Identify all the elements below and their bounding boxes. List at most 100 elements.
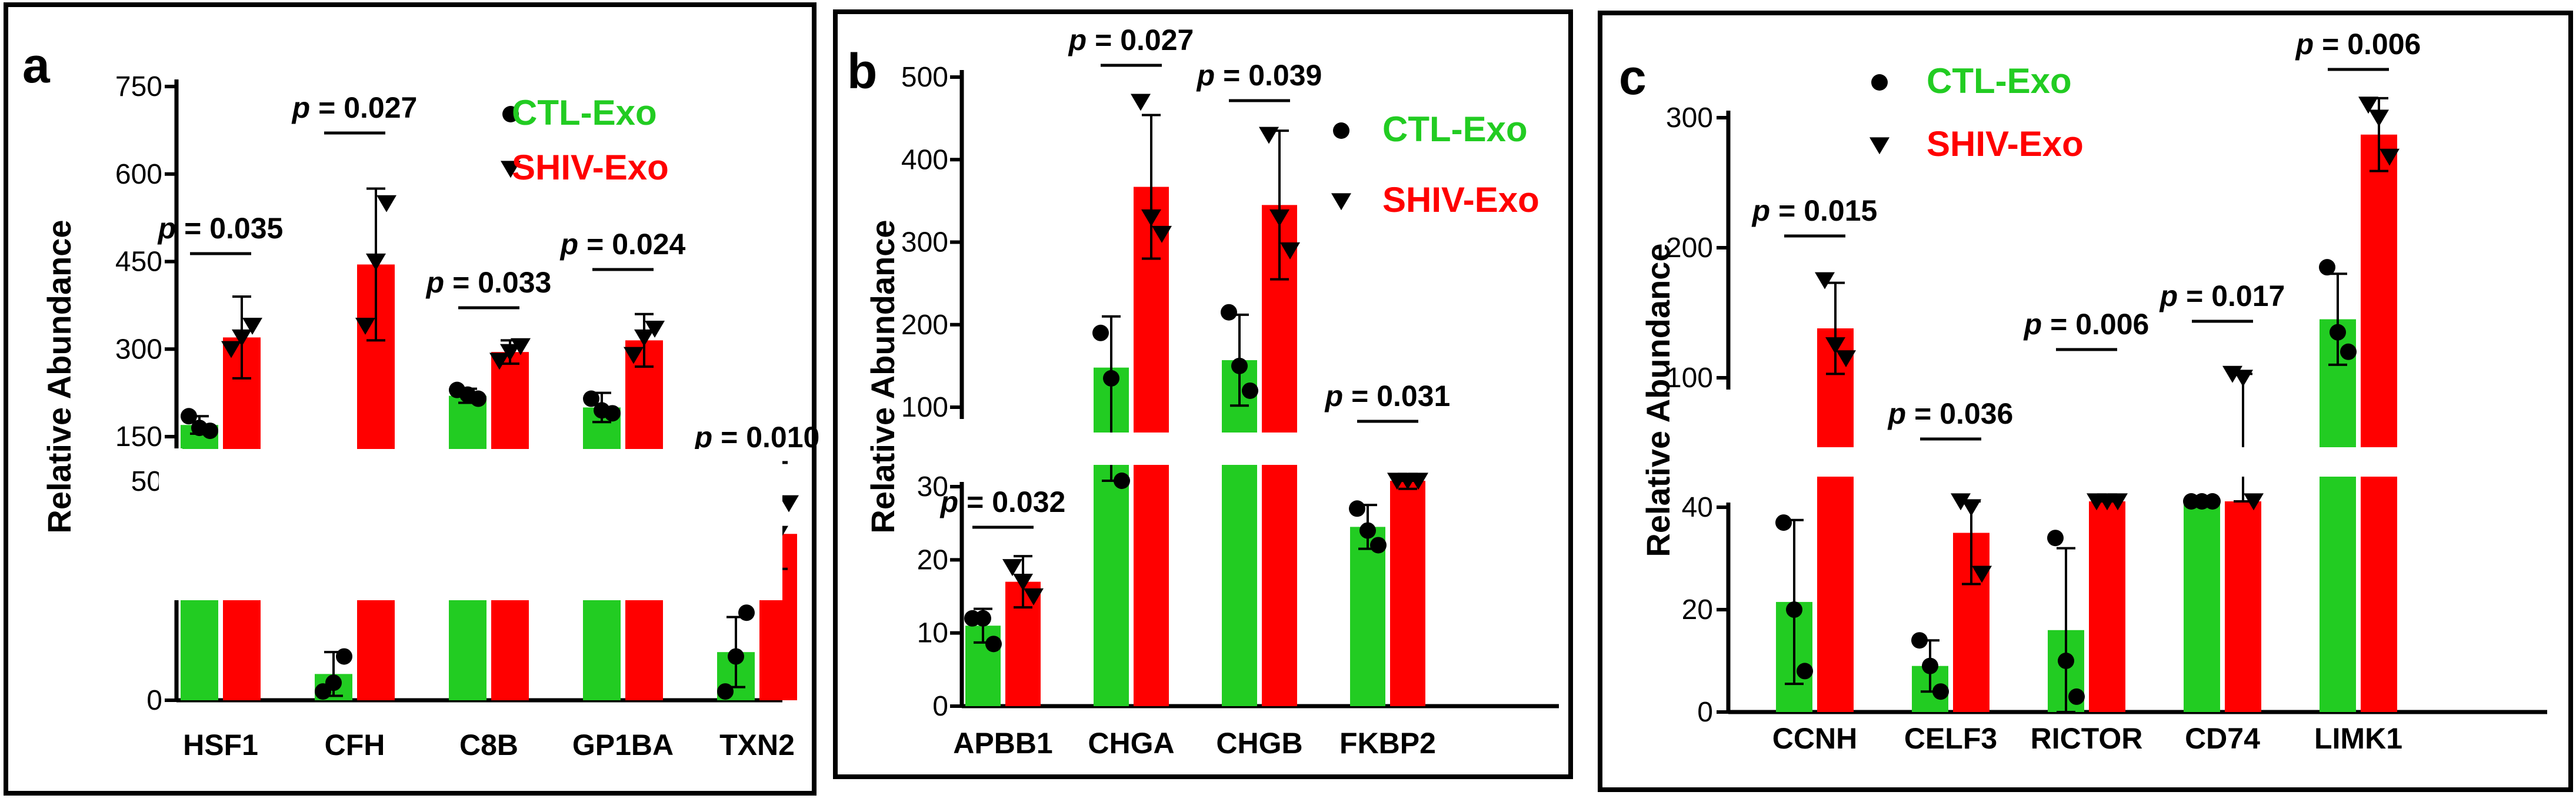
panel-c-point-shiv-3-1 <box>2233 370 2253 387</box>
panel-b-tick-label-upper-3: 400 <box>901 144 948 175</box>
panel-b-axis-break <box>944 433 1559 465</box>
panel-b-bar-ctl-3 <box>1350 527 1385 706</box>
panel-a-tick-label-upper-4: 750 <box>115 71 162 102</box>
panel-a-point-shiv-1-1 <box>366 253 386 271</box>
panel-c-tick-label-upper-0: 100 <box>1666 362 1713 394</box>
panel-a-point-shiv-3-0 <box>624 347 644 364</box>
panel-b-point-ctl-2-1 <box>1231 357 1248 374</box>
panel-c-category-label-2: RICTOR <box>2031 722 2143 755</box>
panel-c-point-ctl-1-2 <box>1932 683 1949 700</box>
panel-b-point-ctl-0-2 <box>985 636 1002 653</box>
panel-b-point-shiv-1-2 <box>1152 225 1172 243</box>
panel-b-tick-label-upper-4: 500 <box>901 62 948 93</box>
panel-b-bar-shiv-3 <box>1390 481 1425 706</box>
panel-b-frame <box>833 9 1573 779</box>
chart-panel-c: c 0 20 40 100 200 300 Relative Abundance CCNH p =… <box>1619 28 2547 755</box>
panel-a-p-value-1: p = 0.027 <box>291 91 418 124</box>
panel-c-letter: c <box>1619 49 1647 105</box>
panel-c-legend-ctl: CTL-Exo <box>1927 61 2072 101</box>
panel-a-tick-label-lower-1: 50 <box>131 466 162 497</box>
panel-a-legend-ctl: CTL-Exo <box>512 93 657 132</box>
panel-c-y-label: Relative Abundance <box>1639 243 1677 557</box>
panel-b-point-shiv-2-0 <box>1259 127 1279 144</box>
panel-a-tick-label-lower-0: 0 <box>146 685 162 716</box>
panel-b-category-label-2: CHGB <box>1216 727 1302 760</box>
panel-c-p-value-3: p = 0.017 <box>2159 280 2285 312</box>
panel-c-point-ctl-2-2 <box>2068 688 2085 705</box>
panel-b-p-value-1: p = 0.027 <box>1068 24 1194 56</box>
panel-b-point-shiv-3-2 <box>1408 473 1428 490</box>
panel-b-category-label-3: FKBP2 <box>1339 727 1436 760</box>
panel-a-point-shiv-0-1 <box>232 329 252 347</box>
panel-b-p-value-3: p = 0.031 <box>1324 380 1451 413</box>
panel-a-point-shiv-3-1 <box>634 329 654 347</box>
panel-b-point-shiv-2-2 <box>1280 242 1300 260</box>
panel-c-point-shiv-4-0 <box>2358 97 2378 114</box>
panel-b-category-label-0: APBB1 <box>953 727 1052 760</box>
panel-c-point-shiv-3-2 <box>2244 493 2264 511</box>
panel-b-point-ctl-3-1 <box>1359 522 1376 539</box>
panel-c-point-ctl-1-1 <box>1922 657 1938 674</box>
panel-b-point-ctl-3-0 <box>1349 500 1365 517</box>
chart-panel-a: a 0 50 150 300 450 600 750 Relative Abundance HSF… <box>22 38 819 761</box>
panel-a-point-ctl-3-2 <box>604 405 621 422</box>
panel-a-legend-marker-shiv <box>501 161 521 178</box>
panel-c-frame <box>1598 11 2573 792</box>
panel-b-legend-ctl: CTL-Exo <box>1382 109 1528 149</box>
panel-a-category-label-0: HSF1 <box>183 729 258 761</box>
panel-a-category-label-2: C8B <box>459 729 518 761</box>
panel-c-point-shiv-0-0 <box>1815 272 1835 290</box>
chart-panel-b: b 0 10 20 30 100 200 300 400 500 Relative Abundanc… <box>847 24 1559 760</box>
panel-c-legend-marker-ctl <box>1871 74 1888 91</box>
panel-b-tick-label-upper-0: 100 <box>901 392 948 423</box>
panel-c-point-shiv-1-2 <box>1972 566 1992 583</box>
panel-b-point-shiv-1-0 <box>1131 94 1151 111</box>
panel-b-point-shiv-0-1 <box>1013 574 1033 591</box>
panel-b-point-ctl-1-2 <box>1114 473 1130 489</box>
panel-c-point-ctl-0-1 <box>1786 601 1802 618</box>
panel-a-point-shiv-2-0 <box>489 352 509 370</box>
panel-b-point-ctl-1-1 <box>1103 370 1119 387</box>
panel-b-legend-marker-shiv <box>1331 193 1351 211</box>
panel-a-point-shiv-0-2 <box>242 317 262 335</box>
panel-b-p-value-2: p = 0.039 <box>1196 59 1322 92</box>
panel-c-tick-label-lower-1: 20 <box>1682 594 1713 626</box>
panel-a-point-shiv-3-2 <box>645 320 665 338</box>
panel-b-point-shiv-0-0 <box>1002 559 1022 577</box>
panel-a-y-label: Relative Abundance <box>41 219 78 533</box>
panel-c-point-ctl-2-0 <box>2047 530 2064 547</box>
panel-c-tick-label-lower-2: 40 <box>1682 492 1713 523</box>
panel-a-tick-label-upper-0: 150 <box>115 421 162 453</box>
panel-b-p-value-0: p = 0.032 <box>939 485 1066 518</box>
panel-a-point-shiv-1-0 <box>355 317 375 335</box>
panel-c-point-ctl-2-1 <box>2058 653 2074 669</box>
panel-b-point-shiv-1-1 <box>1141 209 1161 227</box>
panel-c-tick-label-upper-1: 200 <box>1666 232 1713 264</box>
panel-b-tick-label-upper-1: 200 <box>901 310 948 341</box>
panel-c-bar-shiv-0 <box>1817 328 1854 712</box>
panel-a-point-shiv-4-2 <box>779 495 799 513</box>
panel-c-tick-label-upper-2: 300 <box>1666 102 1713 134</box>
panel-c-point-shiv-0-2 <box>1836 350 1856 368</box>
panel-b-y-label: Relative Abundance <box>864 219 901 533</box>
panel-a-letter: a <box>22 38 51 93</box>
panel-b-tick-label-upper-2: 300 <box>901 227 948 258</box>
panel-c-category-label-3: CD74 <box>2185 722 2260 755</box>
panel-c-point-shiv-4-1 <box>2369 109 2389 127</box>
panel-a-p-value-3: p = 0.024 <box>559 228 686 261</box>
panel-c-bar-ctl-3 <box>2184 501 2220 712</box>
panel-c-bar-ctl-4 <box>2320 319 2356 712</box>
panel-c-point-ctl-1-0 <box>1911 632 1928 649</box>
panel-b-point-shiv-0-2 <box>1024 588 1044 606</box>
panel-c-p-value-1: p = 0.036 <box>1887 397 2014 430</box>
panel-c-point-ctl-4-2 <box>2340 343 2357 360</box>
panel-a-axis-break <box>159 449 782 600</box>
panel-b-bar-ctl-2 <box>1222 360 1257 706</box>
panel-c-legend-marker-shiv <box>1869 137 1889 155</box>
panel-b-tick-label-lower-1: 10 <box>917 618 948 649</box>
panel-a-point-ctl-2-2 <box>470 390 486 407</box>
panel-a-category-label-1: CFH <box>325 729 385 761</box>
panel-c-point-shiv-4-2 <box>2380 148 2400 166</box>
panel-c-point-shiv-0-1 <box>1825 337 1845 355</box>
